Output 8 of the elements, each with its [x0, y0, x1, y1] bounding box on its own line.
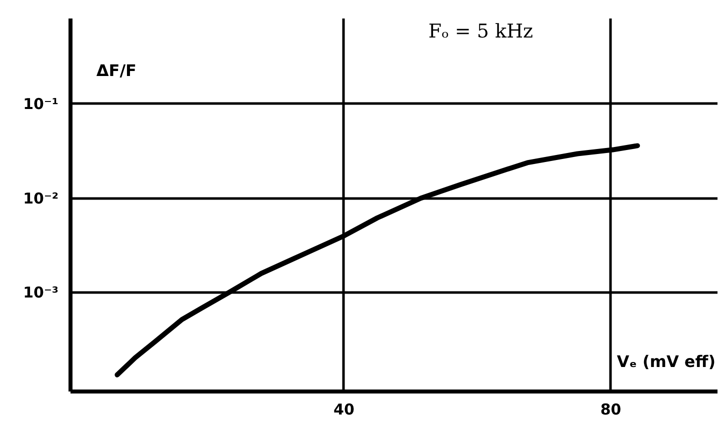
y-tick-label: 10⁻² — [23, 189, 59, 208]
y-axis-title: ΔF/F — [96, 61, 136, 80]
x-tick-label: 40 — [334, 400, 354, 418]
x-tick-label: 80 — [600, 400, 622, 418]
y-tick-label: 10⁻³ — [23, 284, 59, 302]
x-axis-title: Vₑ (mV eff) — [616, 352, 716, 372]
y-tick-label: 10⁻¹ — [23, 94, 59, 113]
chart-title: Fₒ = 5 kHz — [428, 20, 534, 43]
